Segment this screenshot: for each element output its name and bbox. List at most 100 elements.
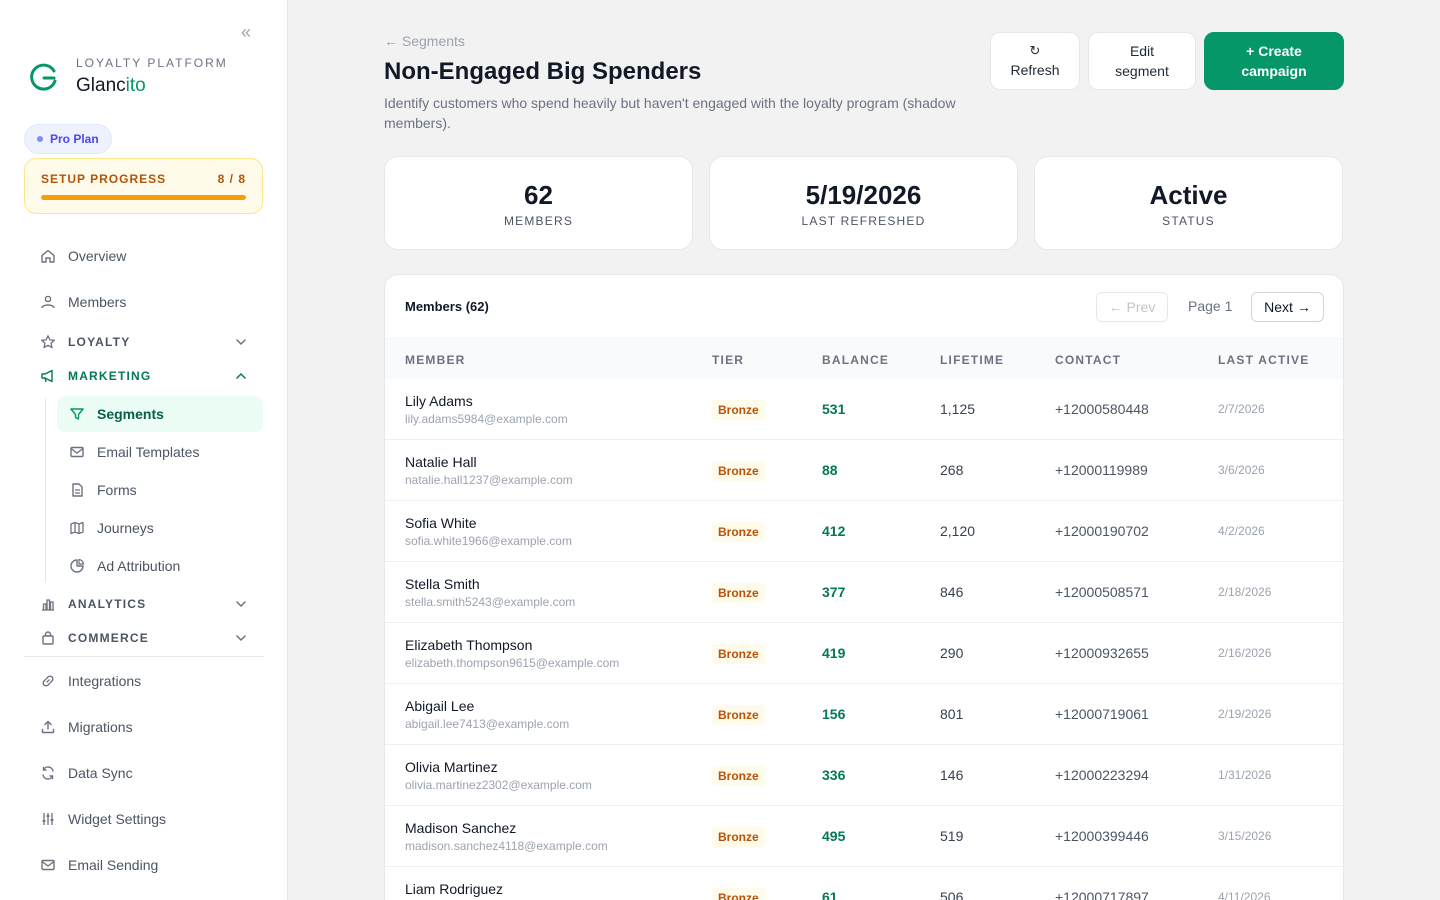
member-email: abigail.lee7413@example.com — [405, 717, 570, 731]
balance-value: 156 — [822, 706, 846, 722]
sidebar-item-email-templates[interactable]: Email Templates — [57, 434, 263, 470]
stat-label: LAST REFRESHED — [801, 214, 926, 228]
members-table-title: Members (62) — [405, 299, 489, 314]
member-email: lily.adams5984@example.com — [405, 412, 568, 426]
create-campaign-button[interactable]: + Create campaign — [1204, 32, 1344, 90]
lifetime-value: 801 — [940, 706, 964, 722]
sidebar-group-loyalty[interactable]: LOYALTY — [24, 328, 264, 356]
members-table-card: Members (62) ← Prev Page 1 Next → MEMBER… — [384, 274, 1344, 900]
balance-value: 531 — [822, 401, 846, 417]
contact-value: +12000223294 — [1055, 767, 1149, 783]
sidebar-item-widget-settings[interactable]: Widget Settings — [24, 801, 264, 837]
refresh-button[interactable]: ↻ Refresh — [990, 32, 1080, 90]
stat-label: STATUS — [1162, 214, 1215, 228]
column-header[interactable]: LIFETIME — [940, 353, 1005, 367]
sidebar-group-analytics[interactable]: ANALYTICS — [24, 590, 264, 618]
stat-members: 62 MEMBERS — [384, 156, 693, 250]
submenu-line — [45, 398, 46, 582]
sidebar-item-migrations[interactable]: Migrations — [24, 709, 264, 745]
table-row[interactable]: Lily Adams lily.adams5984@example.com Bron… — [385, 379, 1343, 440]
setup-progress[interactable]: SETUP PROGRESS 8 / 8 — [24, 158, 263, 214]
table-row[interactable]: Natalie Hall natalie.hall1237@example.com… — [385, 440, 1343, 501]
member-name: Natalie Hall — [405, 454, 477, 470]
tier-badge: Bronze — [712, 400, 765, 420]
sidebar-item-segments[interactable]: Segments — [57, 396, 263, 432]
tier-badge: Bronze — [712, 583, 765, 603]
last-active-value: 2/7/2026 — [1218, 402, 1265, 416]
lifetime-value: 506 — [940, 889, 964, 900]
bag-icon — [40, 630, 56, 646]
sidebar-item-email-sending[interactable]: Email Sending — [24, 847, 264, 883]
column-header[interactable]: MEMBER — [405, 353, 466, 367]
sliders-icon — [40, 811, 56, 827]
contact-value: +12000119989 — [1055, 462, 1148, 478]
page-indicator: Page 1 — [1188, 298, 1233, 314]
tier-badge: Bronze — [712, 461, 765, 481]
lifetime-value: 519 — [940, 828, 964, 844]
table-row[interactable]: Stella Smith stella.smith5243@example.com… — [385, 562, 1343, 623]
balance-value: 61 — [822, 889, 838, 900]
lifetime-value: 2,120 — [940, 523, 976, 539]
stat-label: MEMBERS — [503, 214, 574, 228]
contact-value: +12000932655 — [1055, 645, 1149, 661]
megaphone-icon — [40, 368, 56, 384]
member-name: Lily Adams — [405, 393, 473, 409]
last-active-value: 2/18/2026 — [1218, 585, 1272, 599]
sidebar-item-data-sync[interactable]: Data Sync — [24, 755, 264, 791]
page-description: Identify customers who spend heavily but… — [384, 95, 956, 131]
brand-subtitle: LOYALTY PLATFORM — [76, 56, 228, 70]
collapse-sidebar-icon[interactable]: « — [240, 22, 251, 42]
balance-value: 88 — [822, 462, 838, 478]
plan-badge[interactable]: Pro Plan — [24, 124, 112, 154]
column-header[interactable]: CONTACT — [1055, 353, 1122, 367]
table-row[interactable]: Liam Rodriguez Bronze 61 506 +12000717897 4/1… — [385, 867, 1343, 900]
member-name: Elizabeth Thompson — [405, 637, 533, 653]
column-header[interactable]: TIER — [712, 353, 745, 367]
mail-icon — [40, 857, 56, 873]
member-name: Olivia Martinez — [405, 759, 498, 775]
chevron-down-icon — [236, 601, 246, 608]
lifetime-value: 268 — [940, 462, 964, 478]
contact-value: +12000190702 — [1055, 523, 1149, 539]
edit-segment-button[interactable]: Edit segment — [1088, 32, 1196, 90]
member-name: Sofia White — [405, 515, 477, 531]
balance-value: 336 — [822, 767, 846, 783]
table-row[interactable]: Abigail Lee abigail.lee7413@example.com Br… — [385, 684, 1343, 745]
contact-value: +12000580448 — [1055, 401, 1149, 417]
table-header: MEMBER TIER BALANCE LIFETIME CONTACT LAS… — [385, 338, 1343, 379]
refresh-icon: ↻ — [1029, 43, 1041, 58]
sidebar-item-members[interactable]: Members — [24, 284, 264, 320]
lifetime-value: 146 — [940, 767, 964, 783]
sync-icon — [40, 765, 56, 781]
prev-page-button[interactable]: ← Prev — [1096, 292, 1168, 322]
contact-value: +12000508571 — [1055, 584, 1149, 600]
balance-value: 419 — [822, 645, 846, 661]
stat-status: Active STATUS — [1034, 156, 1343, 250]
home-icon — [40, 248, 56, 264]
table-row[interactable]: Elizabeth Thompson elizabeth.thompson9615… — [385, 623, 1343, 684]
stat-value: 5/19/2026 — [805, 180, 922, 210]
sidebar-item-ad-attribution[interactable]: Ad Attribution — [57, 548, 263, 584]
sidebar-item-overview[interactable]: Overview — [24, 238, 264, 274]
sidebar-group-marketing[interactable]: MARKETING — [24, 362, 264, 390]
stat-last-refreshed: 5/19/2026 LAST REFRESHED — [709, 156, 1018, 250]
setup-progress-count: 8 / 8 — [217, 172, 246, 186]
sidebar-group-commerce[interactable]: COMMERCE — [24, 624, 264, 652]
star-icon — [40, 334, 56, 350]
column-header[interactable]: LAST ACTIVE — [1218, 353, 1310, 367]
brand[interactable]: LOYALTY PLATFORM Glancito — [28, 56, 228, 97]
table-row[interactable]: Sofia White sofia.white1966@example.com Br… — [385, 501, 1343, 562]
next-page-button[interactable]: Next → — [1251, 292, 1324, 322]
member-email: natalie.hall1237@example.com — [405, 473, 573, 487]
sidebar-item-forms[interactable]: Forms — [57, 472, 263, 508]
sidebar: « LOYALTY PLATFORM Glancito Pro Plan SET… — [0, 0, 288, 900]
table-row[interactable]: Olivia Martinez olivia.martinez2302@examp… — [385, 745, 1343, 806]
sidebar-item-integrations[interactable]: Integrations — [24, 663, 264, 699]
column-header[interactable]: BALANCE — [822, 353, 890, 367]
balance-value: 412 — [822, 523, 846, 539]
member-name: Stella Smith — [405, 576, 480, 592]
sidebar-item-journeys[interactable]: Journeys — [57, 510, 263, 546]
contact-value: +12000399446 — [1055, 828, 1149, 844]
table-row[interactable]: Madison Sanchez madison.sanchez4118@examp… — [385, 806, 1343, 867]
back-to-segments-link[interactable]: ← Segments — [384, 33, 465, 49]
